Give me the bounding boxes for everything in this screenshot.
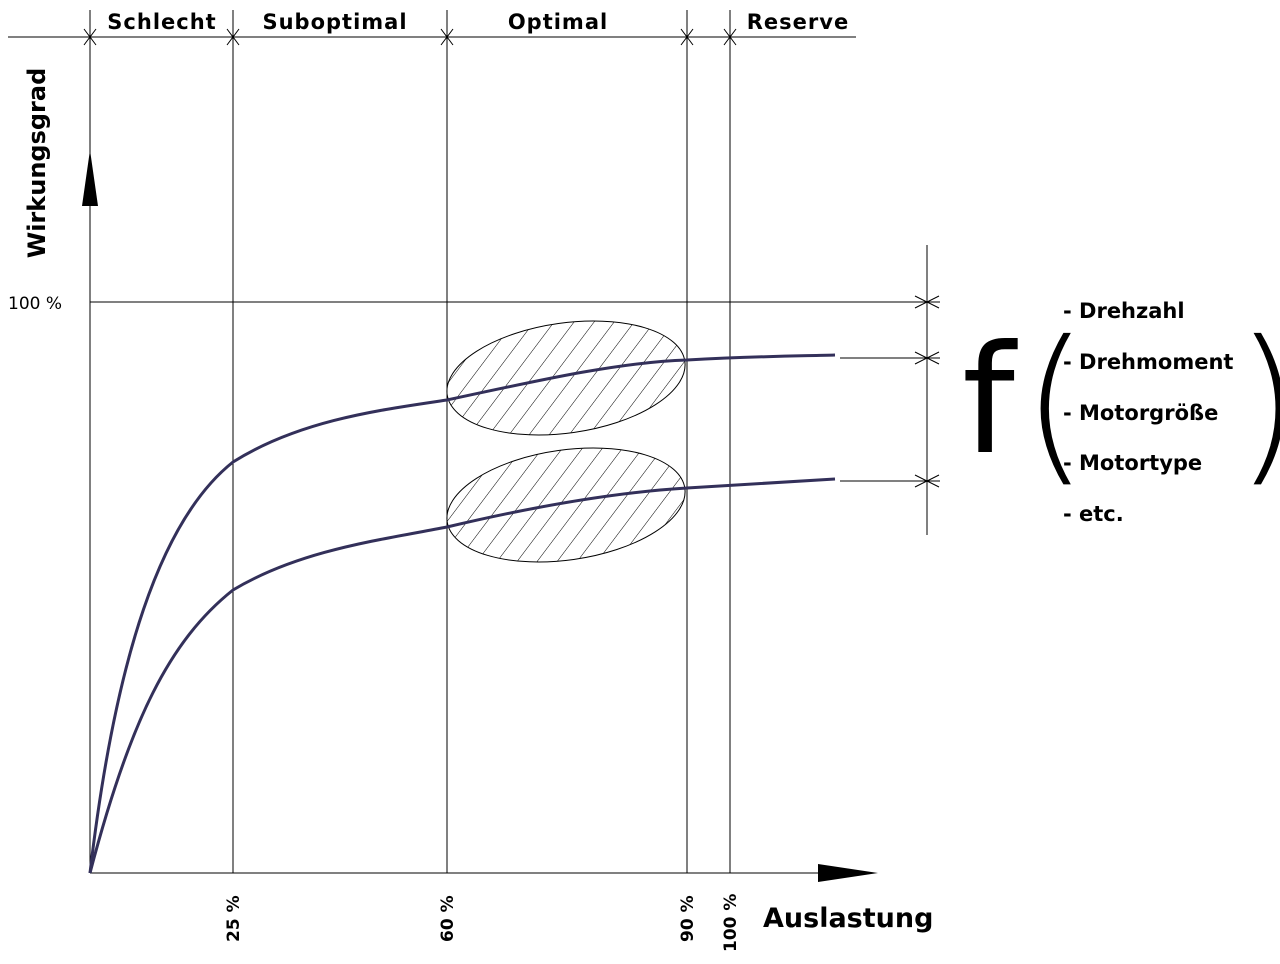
zone-label: Schlecht: [107, 10, 216, 34]
paren: ): [1235, 305, 1280, 503]
dimension-arrows: [83, 28, 940, 488]
y-arrow: [82, 150, 98, 206]
zone-label: Suboptimal: [262, 10, 407, 34]
efficiency-curve: [88, 353, 836, 874]
efficiency-curve: [88, 477, 836, 874]
function-symbol: f: [962, 314, 1018, 488]
y-tick-label: 100 %: [8, 294, 62, 314]
x-arrow: [818, 864, 878, 882]
factor: - Motorgröße: [1063, 401, 1218, 425]
factor: - Drehzahl: [1063, 299, 1185, 323]
zone-label: Optimal: [508, 10, 608, 34]
zone-label: Reserve: [747, 10, 849, 34]
factor: - Drehmoment: [1063, 350, 1233, 374]
x-axis-label: Auslastung: [763, 903, 933, 934]
optimal-area: [446, 447, 686, 563]
factor: - etc.: [1063, 502, 1124, 526]
factor: - Motortype: [1063, 451, 1202, 475]
x-tick-label: 100 %: [721, 894, 741, 952]
x-tick-label: 25 %: [224, 895, 244, 942]
x-tick-label: 90 %: [678, 895, 698, 942]
paren: (: [1022, 305, 1088, 503]
optimal-area: [446, 320, 686, 436]
x-tick-label: 60 %: [438, 895, 458, 942]
y-axis-label: Wirkungsgrad: [23, 68, 51, 259]
